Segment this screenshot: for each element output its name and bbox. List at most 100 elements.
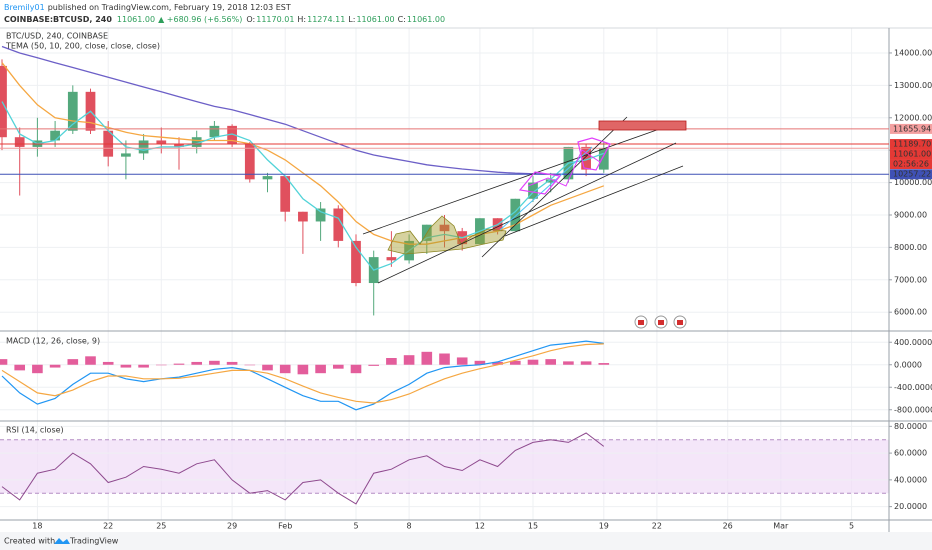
macd-histogram-bar [368,364,380,366]
macd-histogram-bar [49,364,61,368]
macd-histogram-bar [509,360,521,365]
candle-body [262,176,273,180]
candle-body [50,130,60,141]
x-tick-label: 12 [475,522,485,531]
y-tick-label: 13000.00 [894,81,932,90]
macd-histogram-bar [85,356,96,365]
candle-body [227,125,237,144]
candle-body [280,176,291,212]
l: 11061.00 [356,15,394,24]
y-tick-label: 14000.00 [894,48,932,57]
tema-line [1,101,605,271]
x-tick-label: Feb [278,522,292,531]
symbol: COINBASE:BTCUSD, 240 [4,15,112,24]
macd-histogram-bar [492,361,503,365]
macd-histogram-bar [456,357,468,365]
candle-body [0,65,7,138]
candle-body [191,137,202,147]
event-flag [677,320,683,325]
candle-body [209,125,220,138]
event-icons [634,315,687,329]
footer [0,532,932,550]
macd-histogram-bar [332,364,344,369]
trend-line [504,165,684,237]
candle-body [244,143,255,180]
published: published on TradingView.com, February 1… [48,3,291,12]
y-tick-label: 20.0000 [894,502,927,511]
candle-body [333,208,344,241]
x-tick-label: 26 [723,522,733,531]
macd-histogram-bar [439,353,450,365]
labels: 18 22 25 29 Feb 5 8 12 15 19 22 26 Mar 5 6000.00 7000.0… [32,48,932,531]
plot [0,45,889,505]
macd-histogram-bar [262,364,273,371]
macd-histogram-bar [14,364,26,371]
c: 11061.00 [407,15,445,24]
macd-histogram-bar [527,359,539,365]
footer-text: Created with [4,537,55,546]
l-label: L: [348,15,355,24]
tema-line [1,45,604,175]
pane-subtitle: TEMA (50, 10, 200, close, close, close) [5,42,160,51]
c-label: C: [398,15,406,24]
candle-body [386,257,397,261]
macd-histogram-bar [598,363,610,365]
x-tick-label: 22 [103,522,113,531]
countdown-bg [890,159,932,170]
candle-body [545,179,556,183]
x-tick-label: 15 [528,522,538,531]
y-tick-label: -400.0000 [894,383,932,392]
event-flag [638,320,644,325]
candle-body [138,140,149,154]
price-label-bg [890,139,932,150]
y-tick-label: 7000.00 [894,275,927,284]
event-flag [658,320,664,325]
brand[interactable]: TradingView [69,537,119,546]
x-tick-label: 5 [849,522,854,531]
candle-body [510,198,521,232]
y-tick-label: 9000.00 [894,210,927,219]
macd-histogram-bar [244,364,256,366]
y-tick-label: 6000.00 [894,308,927,317]
price-label-bg [890,149,932,160]
last: 11061.00 [117,15,155,24]
drawings [362,116,687,329]
macd-histogram-bar [0,359,8,365]
macd-histogram-bar [155,364,167,366]
macd-histogram-bar [545,359,557,365]
macd-histogram-bar [279,364,291,374]
grid [0,28,889,520]
tema-line [1,62,605,245]
h-label: H: [297,15,306,24]
price-label: 11655.94 [893,124,931,133]
countdown: 02:56:26 [893,160,929,169]
candle-body [598,148,609,170]
candle-body [439,224,450,232]
brand-logo [54,538,70,544]
x-tick-label: 19 [599,522,609,531]
candle-body [67,91,78,131]
candle-body [156,140,167,144]
macd-histogram-bar [209,360,220,365]
macd-histogram-bar [173,363,185,365]
price-label: 10257.22 [893,170,931,179]
y-tick-label: 8000.00 [894,243,927,252]
pane-title: BTC/USD, 240, COINBASE [6,32,108,41]
macd-histogram-bar [474,360,486,365]
price-label-bg [890,123,932,134]
x-tick-label: Mar [773,522,789,531]
macd-histogram-bar [315,364,326,374]
macd-line [1,340,604,411]
macd-histogram-bar [102,361,114,365]
macd-histogram-bar [191,361,203,365]
author[interactable]: Bremily01 [4,3,45,12]
candle-body [528,182,538,199]
trend-line [481,116,628,258]
h: 11274.11 [307,15,345,24]
signal-line [1,343,604,404]
y-tick-label: 12000.00 [894,113,932,122]
price-label: 11061.00 [893,150,931,159]
candle-body [14,137,25,147]
candle-body [298,211,308,222]
